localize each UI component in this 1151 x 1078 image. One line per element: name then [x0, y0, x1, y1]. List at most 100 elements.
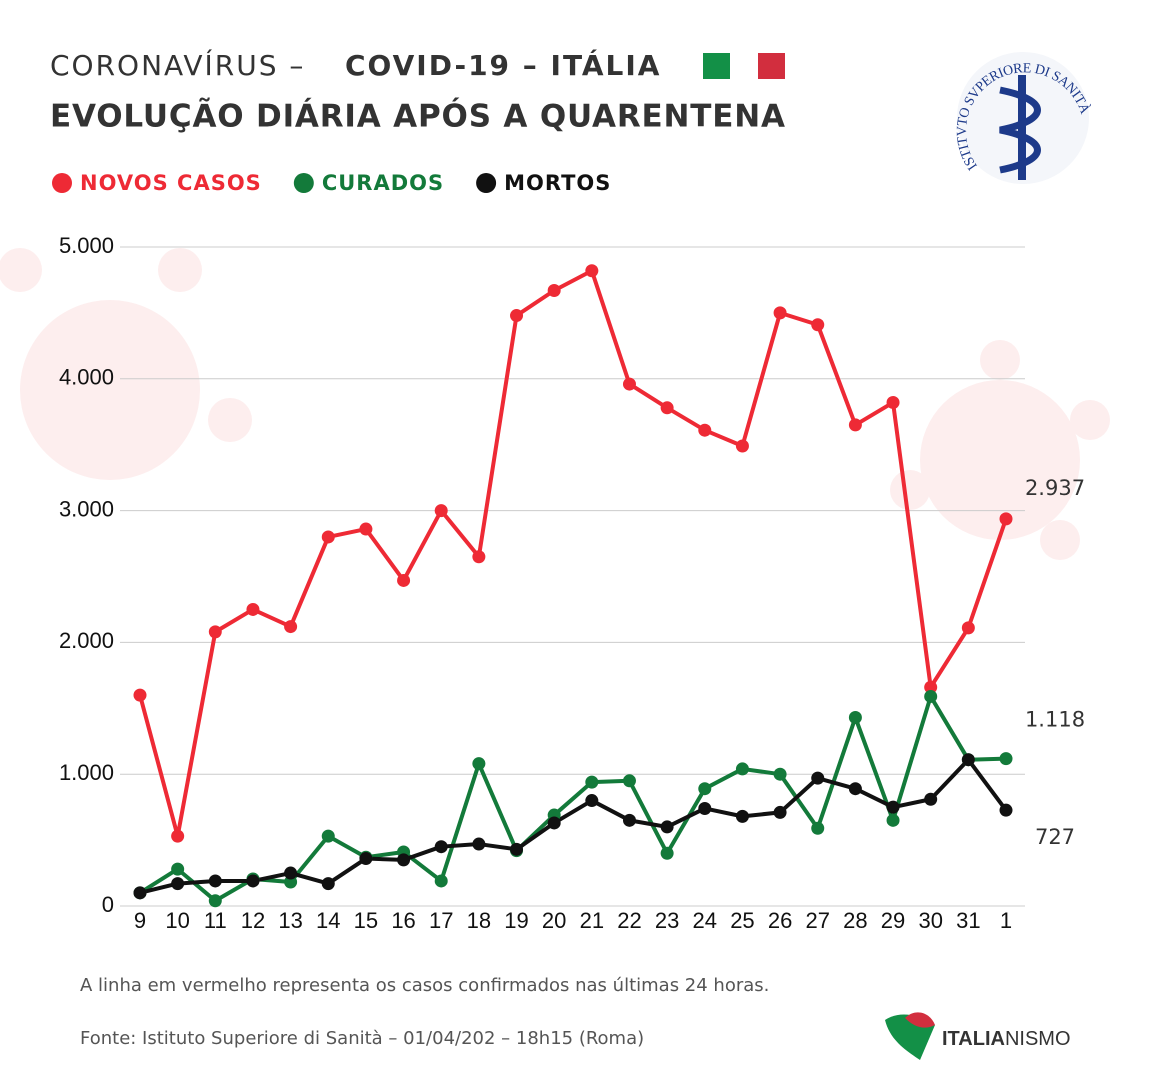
data-point	[321, 829, 335, 843]
data-point	[321, 877, 335, 891]
x-tick-label: 20	[542, 908, 566, 933]
legend-marker	[293, 173, 314, 193]
data-point	[171, 862, 185, 876]
x-tick-label: 19	[504, 908, 528, 933]
data-point	[547, 816, 561, 830]
data-point	[397, 573, 411, 587]
data-point	[359, 522, 373, 536]
data-point	[510, 842, 524, 856]
data-point	[472, 837, 486, 851]
data-point	[472, 550, 486, 564]
x-tick-label: 30	[918, 908, 942, 933]
x-tick-label: 18	[467, 908, 491, 933]
series-line	[138, 268, 1008, 839]
data-point	[698, 801, 712, 815]
x-tick-label: 16	[391, 908, 415, 933]
x-tick-label: 24	[693, 908, 717, 933]
data-point	[585, 775, 599, 789]
x-tick-label: 14	[316, 908, 340, 933]
data-point	[246, 602, 260, 616]
data-point	[886, 813, 900, 827]
data-point	[171, 829, 185, 843]
data-point	[924, 680, 938, 694]
data-point	[886, 396, 900, 410]
y-tick-label: 2.000	[59, 628, 114, 653]
data-point	[848, 711, 862, 725]
x-tick-label: 26	[768, 908, 792, 933]
brand-bold: ITALIA	[942, 1028, 1005, 1050]
data-point	[924, 689, 938, 703]
plot-area: 0 1.000 2.000 3.000 4.000 5.000 9 10 11 12 13 14 15 1…	[59, 233, 1085, 933]
x-tick-label: 12	[241, 908, 265, 933]
data-point	[434, 504, 448, 518]
data-point	[472, 757, 486, 771]
x-tick-label: 11	[204, 908, 227, 933]
x-tick-label: 22	[617, 908, 641, 933]
y-tick-label: 0	[102, 892, 114, 917]
data-point	[811, 318, 825, 332]
data-point	[547, 283, 561, 297]
x-tick-label: 1	[1000, 908, 1012, 933]
data-point	[246, 874, 260, 888]
legend-marker	[52, 173, 72, 193]
x-tick-label: 29	[881, 908, 905, 933]
brand-text: ITALIANISMO	[942, 1028, 1071, 1050]
x-tick-label: 13	[278, 908, 302, 933]
title-bold: COVID-19 – ITÁLIA	[345, 48, 661, 82]
data-point	[171, 877, 185, 891]
data-point	[999, 512, 1013, 526]
data-point	[773, 306, 787, 320]
data-point	[359, 852, 373, 866]
data-point	[735, 762, 749, 776]
y-tick-label: 3.000	[59, 496, 114, 521]
data-point	[961, 621, 975, 635]
brand-logo: ITALIANISMO	[885, 1012, 1071, 1060]
value-label: 2.937	[1025, 476, 1085, 500]
y-tick-label: 1.000	[59, 760, 114, 785]
data-point	[208, 874, 222, 888]
data-point	[434, 840, 448, 854]
legend-marker	[476, 173, 497, 193]
data-point	[622, 774, 636, 788]
x-tick-label: 27	[805, 908, 829, 933]
title-light: CORONAVÍRUS –	[50, 48, 305, 82]
data-point	[773, 767, 787, 781]
data-point	[208, 625, 222, 639]
value-label: 1.118	[1025, 708, 1085, 732]
x-tick-label: 9	[134, 908, 146, 933]
data-point	[321, 530, 335, 544]
x-tick-label: 28	[843, 908, 867, 933]
x-tick-label: 15	[354, 908, 378, 933]
subtitle: EVOLUÇÃO DIÁRIA APÓS A QUARENTENA	[50, 98, 785, 135]
data-point	[585, 264, 599, 278]
x-tick-label: 23	[655, 908, 679, 933]
data-point	[397, 853, 411, 867]
data-point	[811, 821, 825, 835]
y-tick-label: 5.000	[59, 233, 114, 258]
data-point	[999, 752, 1013, 766]
data-point	[622, 813, 636, 827]
legend: NOVOS CASOS CURADOS MORTOS	[52, 171, 611, 195]
data-point	[510, 309, 524, 323]
x-tick-label: 21	[580, 908, 604, 933]
data-point	[660, 846, 674, 860]
brand-light: NISMO	[1005, 1028, 1071, 1050]
data-point	[773, 805, 787, 819]
data-point	[284, 866, 298, 880]
data-point	[698, 423, 712, 437]
value-label: 727	[1035, 825, 1075, 849]
note: A linha em vermelho representa os casos …	[80, 975, 769, 996]
data-point	[735, 809, 749, 823]
source: Fonte: Istituto Superiore di Sanità – 01…	[80, 1028, 644, 1049]
data-point	[622, 377, 636, 391]
logo: ISTITVTO SVPERIORE DI SANITÀ	[955, 52, 1094, 184]
data-point	[284, 620, 298, 634]
data-point	[811, 771, 825, 785]
data-point	[924, 792, 938, 806]
data-point	[585, 794, 599, 808]
data-point	[660, 820, 674, 834]
data-point	[698, 782, 712, 796]
data-point	[961, 753, 975, 767]
legend-label: MORTOS	[504, 171, 611, 195]
